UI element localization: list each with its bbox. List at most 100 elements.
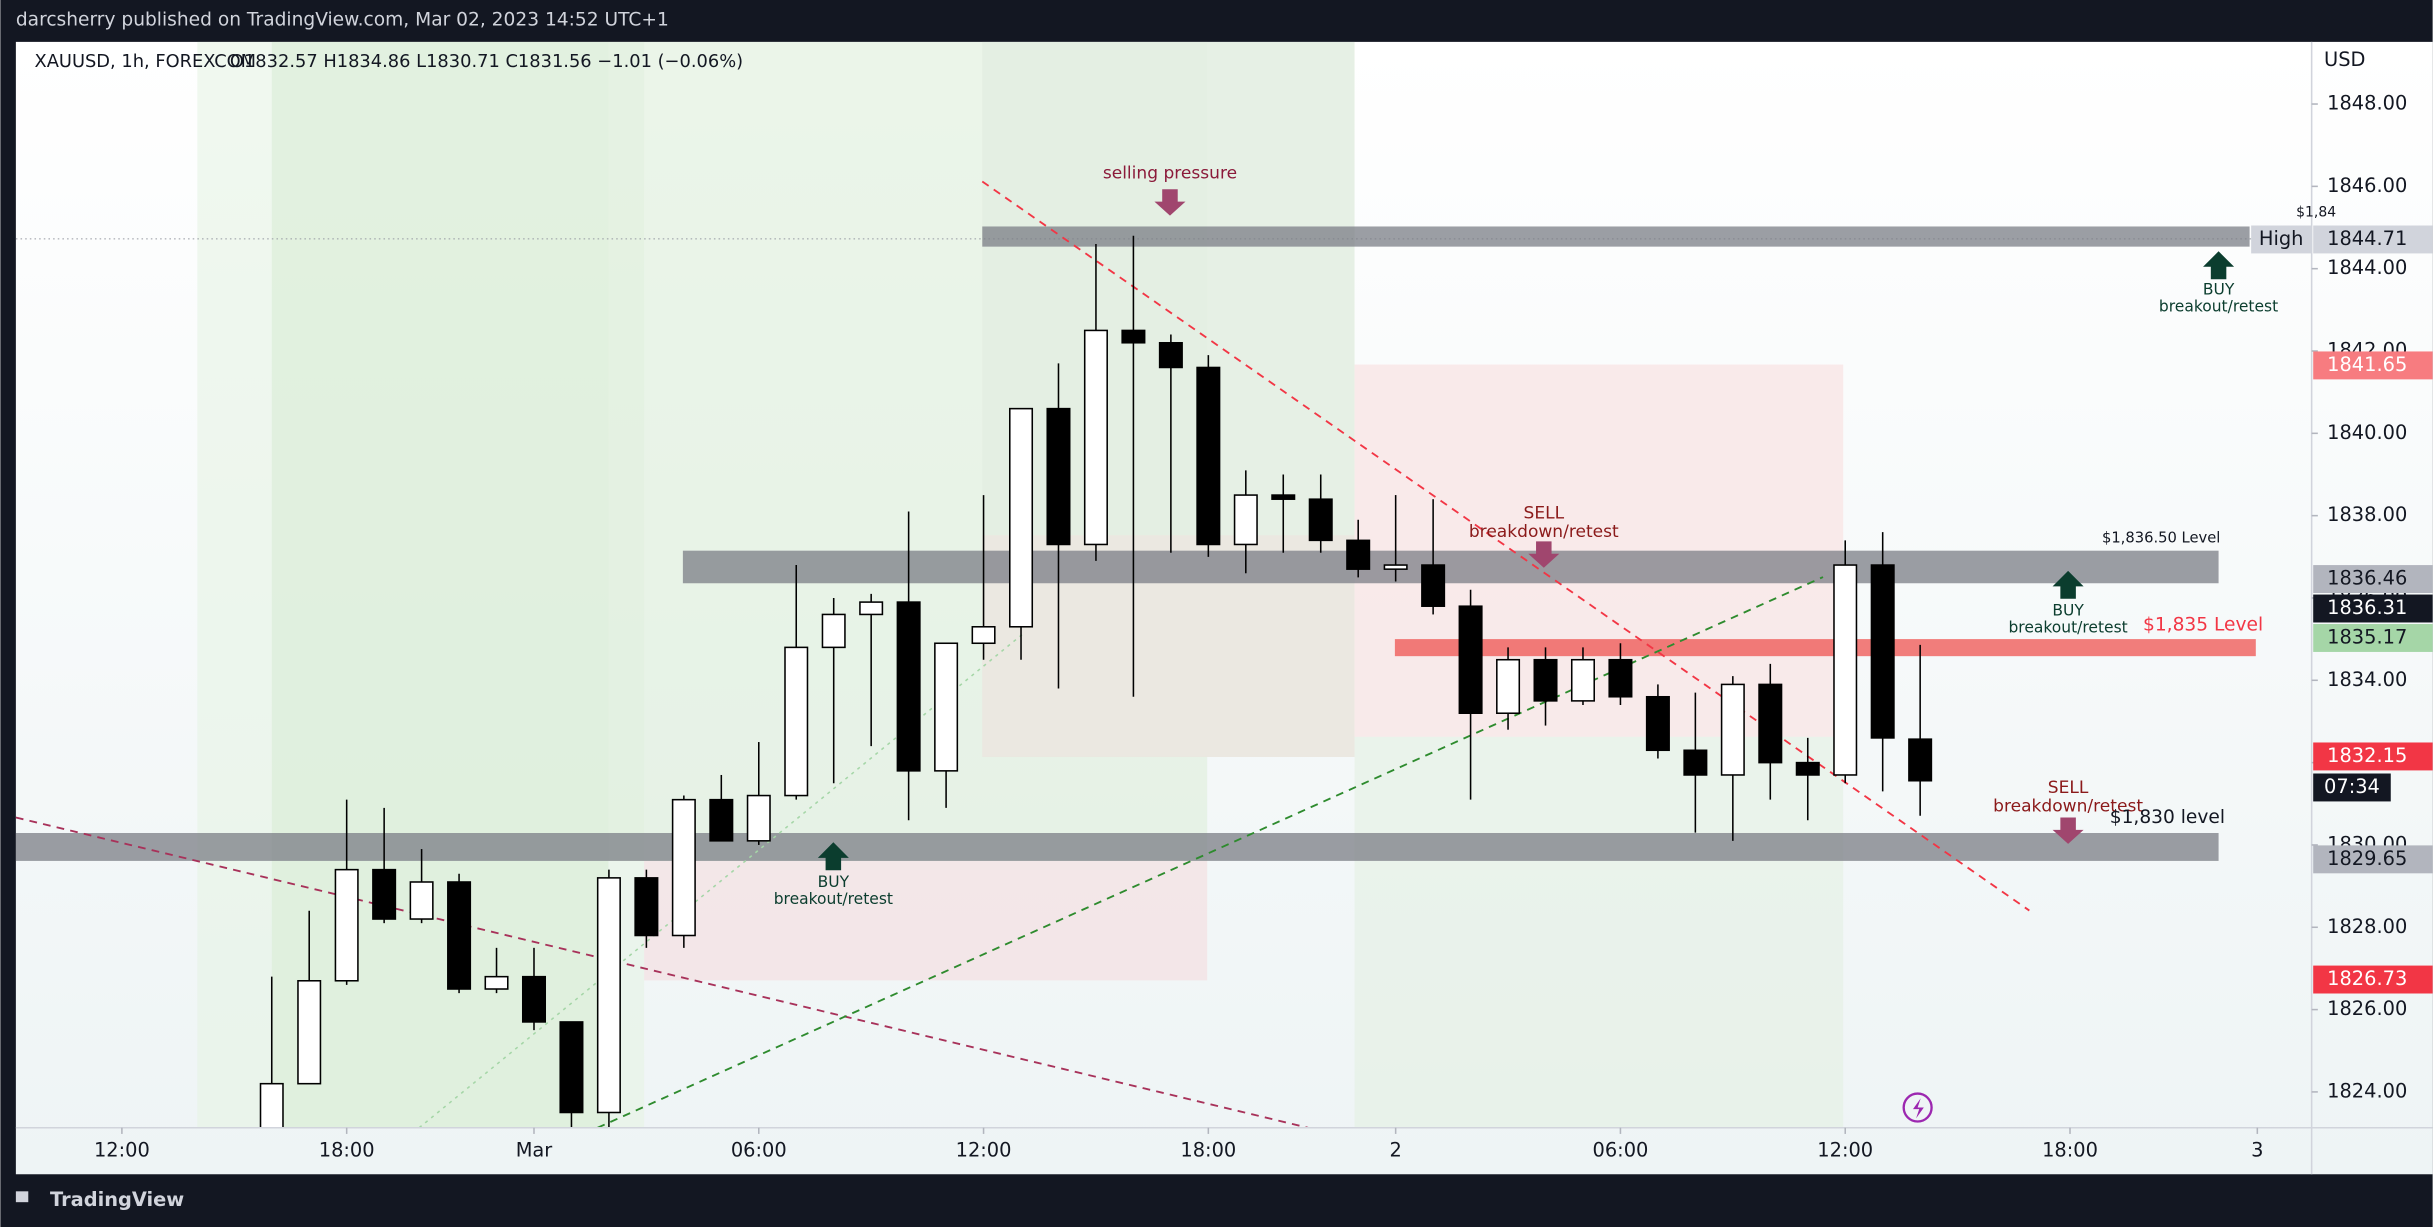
annotation: breakdown/retest <box>1469 522 1619 542</box>
candle-body <box>1308 498 1333 542</box>
price-badge-label: 1835.17 <box>2327 625 2407 648</box>
trendline <box>418 632 1025 1128</box>
candle-body <box>559 1021 584 1114</box>
x-tick-label: 18:00 <box>319 1138 375 1161</box>
candle-body <box>1795 761 1820 776</box>
arrow-up <box>817 842 849 871</box>
session-zone <box>271 41 609 1128</box>
annotation: SELL <box>1524 503 1565 523</box>
publisher: darcsherry published on TradingView.com,… <box>16 10 669 31</box>
x-tick-label: 18:00 <box>1180 1138 1236 1161</box>
price-tag-label: High <box>2259 227 2304 250</box>
annotation: breakout/retest <box>2008 619 2127 637</box>
annotation: BUY <box>2052 602 2084 620</box>
price-badge <box>2313 965 2433 994</box>
candle-body <box>746 794 771 842</box>
candle-body <box>1908 738 1933 782</box>
candle-body <box>1346 539 1371 570</box>
candle-body <box>259 1082 284 1128</box>
price-badge <box>2313 624 2433 652</box>
candle-body <box>1271 494 1296 500</box>
candle-body <box>1683 749 1708 776</box>
session-zone <box>1354 736 1844 1128</box>
brand-logo <box>15 1191 29 1203</box>
candle-body <box>1645 695 1670 752</box>
candle-body <box>859 601 884 616</box>
price-badge-label: 1829.65 <box>2327 847 2407 870</box>
y-tick-label: 1840.00 <box>2327 421 2407 444</box>
price-badge-label: 1844.71 <box>2327 227 2407 250</box>
candle-body <box>1121 329 1146 344</box>
annotation: $1,830 level <box>2110 807 2225 828</box>
countdown: 07:34 <box>2324 775 2380 798</box>
price-tag <box>2251 225 2312 254</box>
symbol: XAUUSD, 1h, FOREXCOM <box>34 51 256 72</box>
annotation: $1,84 <box>2296 205 2336 221</box>
x-tick-label: 18:00 <box>2042 1138 2098 1161</box>
annotation: breakout/retest <box>774 890 893 908</box>
candle-body <box>671 798 696 937</box>
x-tick-label: 2 <box>1389 1138 1401 1161</box>
arrow-down <box>1154 189 1186 216</box>
price-badge <box>2313 594 2433 623</box>
x-tick-label: 06:00 <box>1593 1138 1649 1161</box>
candle-body <box>1233 494 1258 546</box>
annotation: breakdown/retest <box>1993 797 2143 817</box>
candle-body <box>1383 564 1408 570</box>
annotation: $1,835 Level <box>2143 615 2263 636</box>
level-zone <box>682 550 2219 584</box>
annotation: BUY <box>2203 281 2235 299</box>
arrow-down <box>1528 541 1560 568</box>
candle-body <box>1421 564 1446 607</box>
event-icon[interactable] <box>1902 1092 1933 1123</box>
annotation: breakout/retest <box>2159 298 2278 316</box>
arrow-down <box>2052 817 2084 844</box>
candles <box>259 235 1933 1128</box>
candle-body <box>1196 366 1221 546</box>
price-badge-label: 1841.65 <box>2327 353 2407 376</box>
candle-body <box>484 975 509 990</box>
candle-body <box>1458 605 1483 715</box>
y-tick-label: 1838.00 <box>2327 503 2407 526</box>
y-tick-label: 1848.00 <box>2327 92 2407 115</box>
candle-body <box>1158 341 1183 369</box>
candle-body <box>409 881 434 920</box>
candle-body <box>1009 407 1034 628</box>
candle-body <box>372 868 397 920</box>
candle-body <box>934 642 959 772</box>
currency: USD <box>2324 48 2365 71</box>
x-tick-label: 3 <box>2251 1138 2263 1161</box>
candle-body <box>447 881 472 990</box>
countdown-badge <box>2313 773 2391 802</box>
candle-body <box>1533 658 1558 702</box>
candle-body <box>896 601 921 772</box>
brand: TradingView <box>50 1188 184 1211</box>
x-tick-label: 12:00 <box>956 1138 1012 1161</box>
level-zone <box>15 832 2219 861</box>
annotation: $1,836.50 Level <box>2102 529 2220 546</box>
y-tick-label: 1824.00 <box>2327 1079 2407 1102</box>
candle-body <box>297 980 322 1085</box>
price-badge-label: 1826.73 <box>2327 967 2407 990</box>
y-tick-label: 1826.00 <box>2327 997 2407 1020</box>
candle-body <box>1833 564 1858 776</box>
candle-body <box>784 646 809 797</box>
y-tick-label: 1828.00 <box>2327 915 2407 938</box>
trendline <box>981 180 2030 912</box>
price-badge <box>2313 845 2433 874</box>
candle-body <box>971 626 996 645</box>
level-zone <box>1394 639 2256 657</box>
candle-body <box>1870 564 1895 739</box>
price-badge-label: 1836.31 <box>2327 596 2407 619</box>
session-zone <box>644 860 1208 981</box>
candle-body <box>1083 329 1108 546</box>
annotation: BUY <box>818 873 850 891</box>
price-badge-label: 1832.15 <box>2327 744 2407 767</box>
x-tick-label: Mar <box>516 1138 553 1161</box>
candle-body <box>1570 658 1595 702</box>
event-icon <box>1912 1098 1924 1119</box>
trendline <box>15 816 1309 1128</box>
y-tick-label: 1846.00 <box>2327 174 2407 197</box>
candle-body <box>1496 658 1521 715</box>
